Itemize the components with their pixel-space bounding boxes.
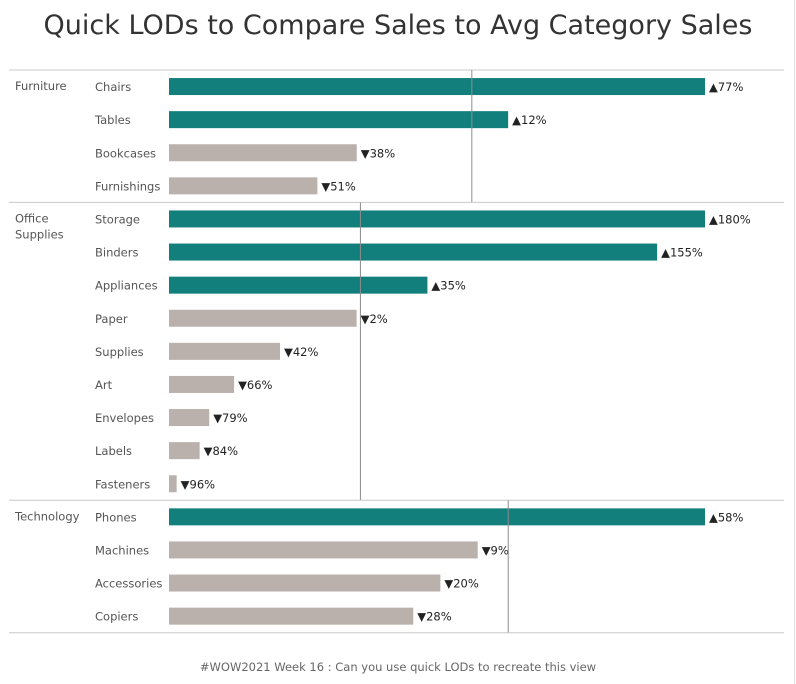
- bar: [169, 276, 428, 294]
- dashboard-border: [794, 0, 795, 684]
- bar: [169, 111, 509, 129]
- subcategory-label: Tables: [94, 113, 131, 127]
- bar: [169, 309, 357, 327]
- bar: [169, 243, 658, 261]
- subcategory-label: Binders: [95, 246, 138, 260]
- data-label: ▼96%: [181, 477, 215, 491]
- bar: [169, 574, 441, 592]
- data-label: ▲58%: [709, 510, 743, 524]
- data-label: ▼84%: [204, 444, 238, 458]
- subcategory-label: Copiers: [95, 610, 138, 624]
- subcategory-label: Fasteners: [95, 477, 150, 491]
- chart-title: Quick LODs to Compare Sales to Avg Categ…: [43, 10, 753, 41]
- bar: [169, 475, 177, 493]
- data-label: ▼51%: [321, 179, 355, 193]
- data-label: ▲155%: [661, 246, 703, 260]
- category-label: Supplies: [15, 227, 64, 241]
- subcategory-label: Labels: [95, 444, 132, 458]
- bar: [169, 78, 705, 96]
- subcategory-label: Bookcases: [95, 146, 156, 160]
- subcategory-label: Supplies: [95, 345, 144, 359]
- data-label: ▼66%: [238, 378, 272, 392]
- bar: [169, 409, 210, 427]
- data-label: ▲12%: [512, 113, 546, 127]
- subcategory-label: Accessories: [95, 577, 162, 591]
- bar: [169, 144, 357, 162]
- bar: [169, 342, 281, 360]
- data-label: ▼79%: [213, 411, 247, 425]
- data-label: ▲180%: [709, 212, 751, 226]
- data-label: ▼9%: [482, 543, 509, 557]
- category-label: Technology: [14, 509, 80, 523]
- subcategory-label: Storage: [95, 212, 140, 226]
- bar: [169, 442, 200, 460]
- subcategory-label: Envelopes: [95, 411, 154, 425]
- data-label: ▼2%: [361, 312, 388, 326]
- data-label: ▲35%: [431, 279, 465, 293]
- category-label: Office: [15, 211, 49, 225]
- subcategory-label: Appliances: [95, 279, 158, 293]
- data-label: ▼28%: [417, 610, 451, 624]
- data-label: ▼42%: [284, 345, 318, 359]
- subcategory-label: Chairs: [95, 80, 131, 94]
- footer-caption: #WOW2021 Week 16 : Can you use quick LOD…: [199, 660, 597, 674]
- bar: [169, 607, 414, 625]
- bar: [169, 210, 705, 228]
- data-label: ▼20%: [444, 577, 478, 591]
- data-label: ▲77%: [709, 80, 743, 94]
- subcategory-label: Furnishings: [95, 179, 160, 193]
- data-label: ▼38%: [361, 146, 395, 160]
- bar: [169, 508, 705, 526]
- bar: [169, 375, 235, 393]
- subcategory-label: Art: [95, 378, 113, 392]
- bar: [169, 541, 478, 559]
- subcategory-label: Phones: [95, 510, 137, 524]
- bar: [169, 177, 318, 195]
- category-label: Furniture: [15, 79, 67, 93]
- subcategory-label: Paper: [95, 312, 128, 326]
- subcategory-label: Machines: [95, 543, 149, 557]
